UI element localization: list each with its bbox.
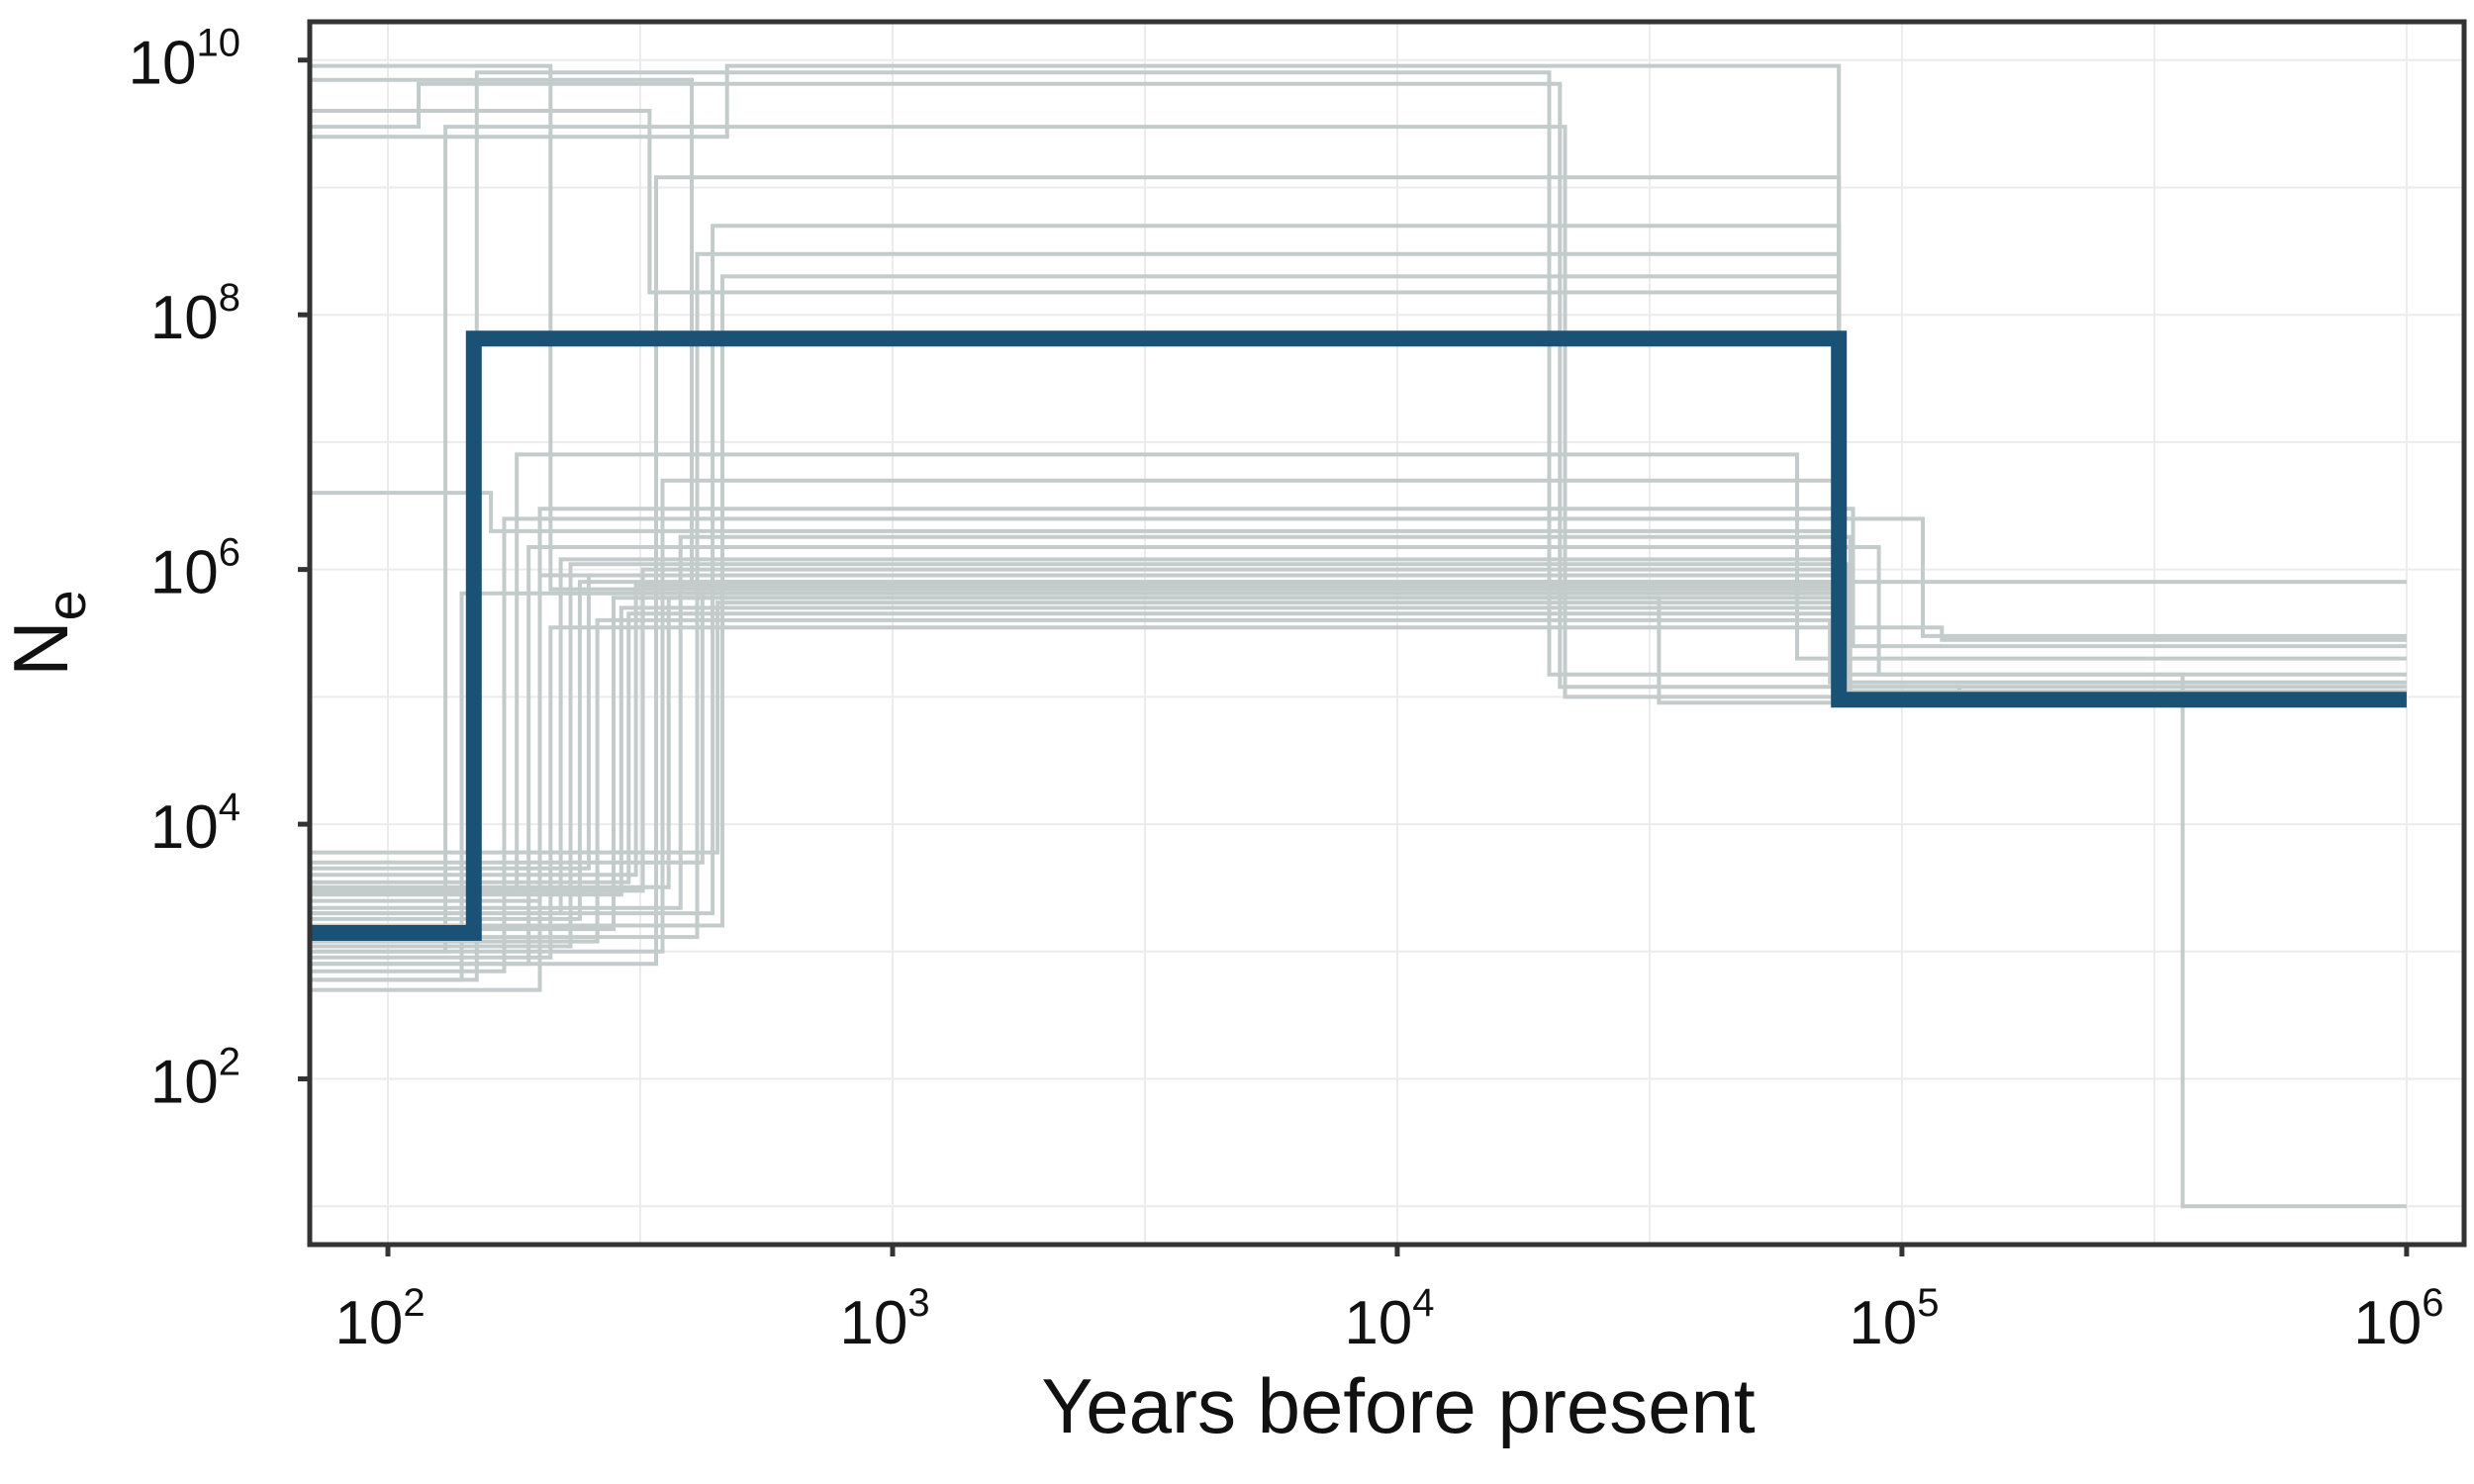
- x-axis-ticks: 102 103 104 105 106: [334, 1245, 2444, 1357]
- y-tick-label: 1010: [129, 22, 240, 98]
- y-axis-title: Ne: [0, 590, 97, 677]
- x-tick-label: 106: [2353, 1281, 2443, 1357]
- replicate-series-line: [310, 125, 2407, 954]
- grid-lines: [310, 22, 2464, 1245]
- replicate-series-line: [310, 507, 2407, 903]
- replicate-series-line: [310, 587, 2407, 865]
- median-series-line: [310, 330, 2407, 941]
- replicate-series-line: [310, 534, 2407, 910]
- replicate-series-line: [310, 516, 2407, 974]
- replicate-series-line: [310, 591, 2407, 982]
- replicate-series-line: [310, 109, 2407, 702]
- plot-frame: [307, 19, 2467, 1248]
- replicate-series-line: [310, 81, 2407, 694]
- replicate-series-line: [310, 251, 2407, 940]
- median-line: [310, 330, 2407, 941]
- x-tick-label: 103: [839, 1281, 929, 1357]
- y-tick-label: 104: [150, 786, 240, 862]
- replicate-series-line: [310, 611, 2407, 884]
- y-axis-title-base: N: [0, 620, 84, 676]
- y-axis-ticks: 102 104 106 108 1010: [129, 22, 310, 1117]
- replicate-series-line: [310, 580, 2407, 921]
- replicate-series-line: [310, 625, 2407, 960]
- y-tick-label: 102: [150, 1041, 240, 1117]
- y-axis-title-subscript: e: [35, 590, 97, 620]
- y-tick-label: 108: [150, 276, 240, 352]
- x-axis-title: Years before present: [1041, 1362, 1756, 1449]
- replicate-series-line: [310, 63, 2407, 702]
- x-tick-label: 102: [334, 1281, 425, 1357]
- y-tick-label: 106: [150, 531, 240, 607]
- replicate-lines: [310, 63, 2407, 1209]
- x-tick-label: 104: [1344, 1281, 1434, 1357]
- replicate-series-line: [310, 567, 2407, 893]
- replicate-series-line: [310, 617, 2407, 944]
- x-tick-label: 105: [1849, 1281, 1939, 1357]
